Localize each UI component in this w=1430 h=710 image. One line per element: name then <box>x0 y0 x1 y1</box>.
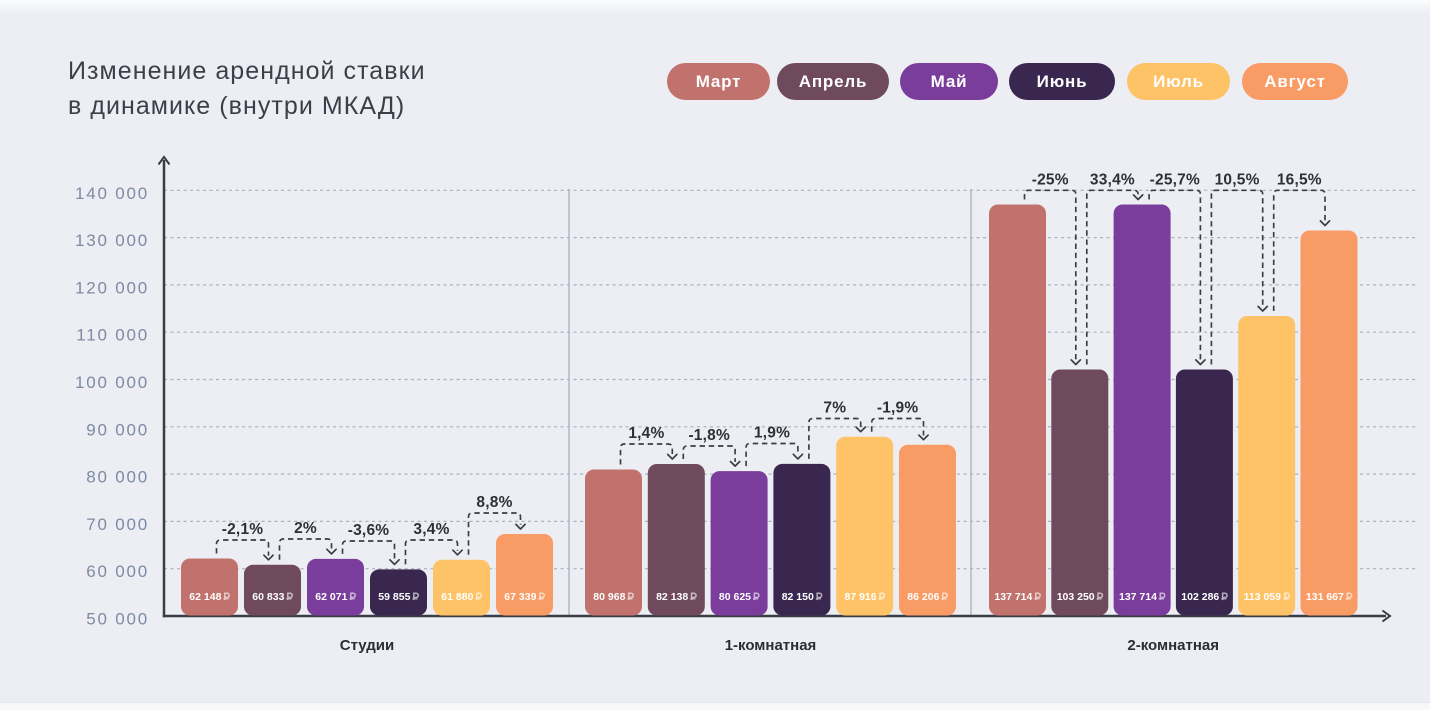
svg-text:2-комнатная: 2-комнатная <box>1127 637 1219 654</box>
svg-text:86 206: 86 206 <box>907 591 939 603</box>
svg-text:-2,1%: -2,1% <box>222 521 264 538</box>
svg-text:-1,8%: -1,8% <box>688 427 730 444</box>
svg-text:67 339: 67 339 <box>504 591 536 603</box>
svg-text:8,8%: 8,8% <box>476 494 512 511</box>
svg-text:137 714: 137 714 <box>1119 591 1157 603</box>
svg-text:100 000: 100 000 <box>75 373 149 392</box>
svg-text:62 148: 62 148 <box>189 591 221 603</box>
svg-text:80 968: 80 968 <box>593 591 625 603</box>
svg-text:-1,9%: -1,9% <box>877 400 919 417</box>
svg-text:60 000: 60 000 <box>86 562 149 581</box>
svg-text:61 880: 61 880 <box>441 591 473 603</box>
svg-text:Студии: Студии <box>340 637 395 654</box>
svg-text:70 000: 70 000 <box>86 515 149 534</box>
svg-text:103 250: 103 250 <box>1057 591 1095 603</box>
svg-text:80 625: 80 625 <box>719 591 751 603</box>
svg-text:80 000: 80 000 <box>86 468 149 487</box>
svg-text:59 855: 59 855 <box>378 591 410 603</box>
svg-text:-3,6%: -3,6% <box>348 522 390 539</box>
svg-text:82 150: 82 150 <box>782 591 814 603</box>
svg-text:3,4%: 3,4% <box>413 521 449 538</box>
svg-text:120 000: 120 000 <box>75 278 149 297</box>
svg-text:130 000: 130 000 <box>75 231 149 250</box>
svg-text:131 667: 131 667 <box>1306 591 1344 603</box>
svg-text:1,4%: 1,4% <box>628 425 664 442</box>
svg-text:7%: 7% <box>823 400 846 417</box>
svg-text:110 000: 110 000 <box>76 326 149 345</box>
svg-text:1,9%: 1,9% <box>754 425 790 442</box>
svg-text:140 000: 140 000 <box>75 184 149 203</box>
svg-text:137 714: 137 714 <box>994 591 1032 603</box>
svg-text:16,5%: 16,5% <box>1277 171 1322 188</box>
svg-text:102 286: 102 286 <box>1181 591 1219 603</box>
svg-text:-25%: -25% <box>1032 171 1069 188</box>
svg-text:90 000: 90 000 <box>86 420 149 439</box>
svg-text:50 000: 50 000 <box>86 610 149 629</box>
svg-text:2%: 2% <box>294 520 317 537</box>
svg-text:82 138: 82 138 <box>656 591 688 603</box>
svg-text:60 833: 60 833 <box>252 591 284 603</box>
svg-text:62 071: 62 071 <box>315 591 347 603</box>
svg-text:10,5%: 10,5% <box>1215 171 1260 188</box>
svg-text:87 916: 87 916 <box>845 591 877 603</box>
svg-text:1-комнатная: 1-комнатная <box>725 637 817 654</box>
svg-text:113 059: 113 059 <box>1244 591 1282 603</box>
svg-text:33,4%: 33,4% <box>1090 171 1135 188</box>
svg-text:-25,7%: -25,7% <box>1150 171 1200 188</box>
